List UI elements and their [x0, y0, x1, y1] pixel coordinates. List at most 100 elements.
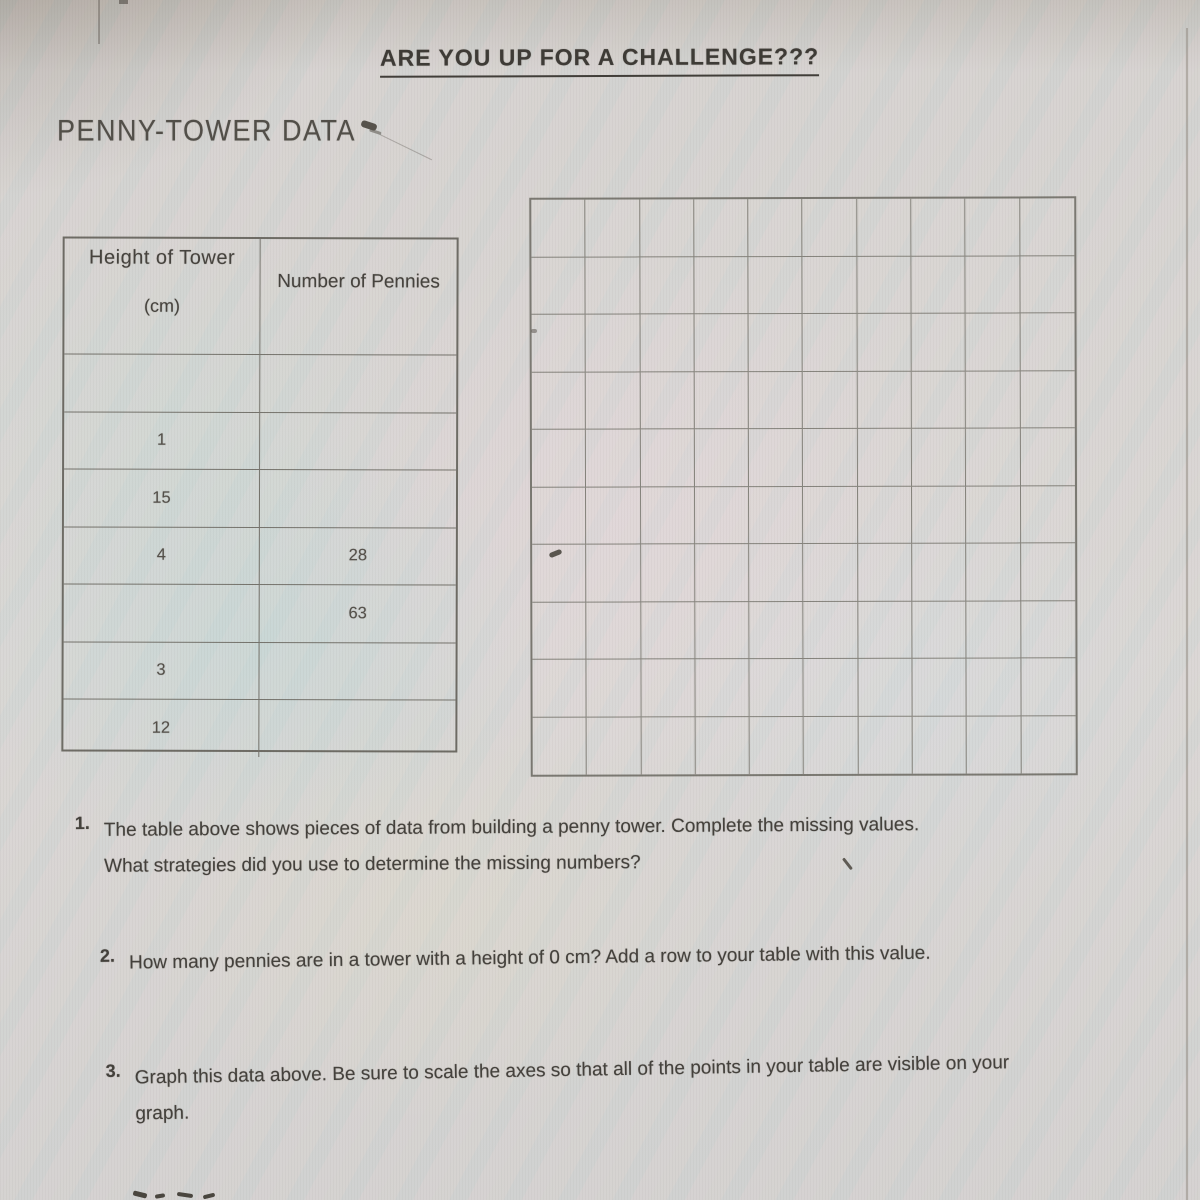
grid-cell — [803, 543, 859, 602]
grid-cell — [531, 199, 586, 258]
grid-cell — [857, 198, 912, 257]
table-row: 3 — [63, 640, 456, 700]
grid-cell — [857, 371, 912, 429]
cell-pennies — [260, 413, 456, 470]
grid-cell — [966, 658, 1022, 717]
grid-cell — [694, 429, 750, 487]
question-1: 1. The table above shows pieces of data … — [75, 807, 955, 885]
table-row: 12 — [63, 698, 456, 758]
grid-cell — [749, 543, 804, 602]
grid-cell — [912, 601, 967, 659]
grid-cell — [803, 371, 858, 430]
grid-cell — [640, 429, 695, 487]
grid-cell — [585, 199, 640, 258]
grid-cell — [531, 429, 587, 488]
grid-cell — [749, 601, 804, 660]
grid-cell — [1020, 370, 1075, 429]
grid-cell — [694, 256, 749, 315]
grid-cell — [749, 716, 805, 775]
table-header-row: Height of Tower (cm) Number of Pennies — [64, 238, 456, 355]
grid-cell — [695, 659, 750, 717]
header-height-units: (cm) — [143, 295, 181, 316]
question-2-number: 2. — [99, 945, 116, 966]
grid-cell — [748, 256, 804, 315]
grid-cell — [585, 371, 641, 430]
grid-cell — [695, 544, 750, 602]
grid-cell — [586, 544, 641, 603]
cell-height: 4 — [63, 526, 260, 584]
grid-cell — [694, 486, 750, 545]
grid-cell — [531, 372, 587, 430]
grid-cell — [1020, 543, 1076, 601]
speck-top-edge — [119, 0, 128, 4]
cell-pennies: 63 — [348, 603, 367, 623]
grid-cell — [803, 658, 859, 717]
pen-checkmark — [360, 119, 378, 132]
grid-cell — [1019, 198, 1075, 256]
worksheet-subtitle: PENNY-TOWER DATA — [57, 114, 357, 148]
grid-cell — [965, 313, 1021, 372]
grid-cell — [640, 601, 696, 660]
grid-cell — [1020, 600, 1076, 659]
cell-height — [63, 584, 260, 642]
grid-cell — [803, 601, 859, 659]
cell-pennies: 28 — [348, 546, 368, 565]
grid-cell — [640, 486, 696, 545]
table-row: 15 — [63, 468, 457, 528]
grid-cell — [694, 199, 749, 257]
header-height-line1: Height of Tower — [89, 246, 236, 269]
grid-cell — [802, 256, 858, 315]
grid-cell — [912, 658, 967, 717]
question-2-line1: How many pennies are in a tower with a h… — [128, 942, 931, 974]
grid-cell — [858, 601, 913, 659]
cell-height: 12 — [63, 699, 260, 757]
grid-cell — [911, 313, 967, 372]
header-number-of-pennies: Number of Pennies — [277, 271, 440, 293]
grid-cell — [911, 256, 966, 314]
grid-cell — [694, 371, 750, 430]
question-2: 2. How many pennies are in a tower with … — [100, 934, 1060, 982]
grid-cell — [639, 256, 695, 315]
grid-cell — [965, 198, 1021, 257]
speck-near-grid — [531, 329, 537, 333]
grid-cell — [531, 314, 586, 373]
grid-cell — [1020, 313, 1075, 371]
cell-pennies — [259, 642, 455, 699]
grid-cell — [1020, 428, 1075, 486]
grid-cell — [803, 428, 858, 487]
question-1-line2: What strategies did you use to determine… — [104, 852, 641, 877]
grid-cell — [966, 428, 1021, 487]
grid-cell — [586, 601, 642, 660]
question-3: 3. Graph this data above. Be sure to sca… — [105, 1043, 1136, 1133]
grid-cell — [639, 199, 695, 257]
scratch-line-top — [98, 0, 100, 44]
pen-hairline — [379, 134, 433, 161]
cell-height: 15 — [63, 469, 261, 527]
grid-cell — [585, 256, 641, 315]
header-height-of-tower: Height of Tower (cm) — [64, 238, 261, 355]
grid-cell — [695, 601, 750, 660]
table-row: 1 — [64, 410, 457, 470]
question-1-text: The table above shows pieces of data fro… — [104, 807, 920, 885]
grid-cell — [748, 199, 803, 257]
grid-cell — [748, 314, 804, 372]
grid-cell — [749, 429, 804, 487]
grid-cell — [532, 602, 587, 660]
grid-cell — [640, 314, 695, 372]
grid-cell — [640, 544, 696, 602]
grid-cell — [857, 256, 912, 314]
grid-cell — [912, 543, 967, 602]
grid-cell — [531, 257, 586, 315]
graph-grid — [529, 196, 1078, 777]
grid-cell — [586, 429, 641, 488]
grid-cell — [585, 314, 641, 373]
cell-pennies — [259, 700, 455, 757]
grid-cell — [911, 428, 967, 487]
grid-cell — [965, 255, 1021, 314]
question-3-text: Graph this data above. Be sure to scale … — [134, 1045, 1010, 1132]
grid-cell — [586, 659, 642, 718]
grid-cell — [857, 543, 913, 602]
grid-cell — [586, 716, 642, 775]
cell-pennies — [260, 355, 456, 412]
grid-cell — [749, 486, 804, 545]
